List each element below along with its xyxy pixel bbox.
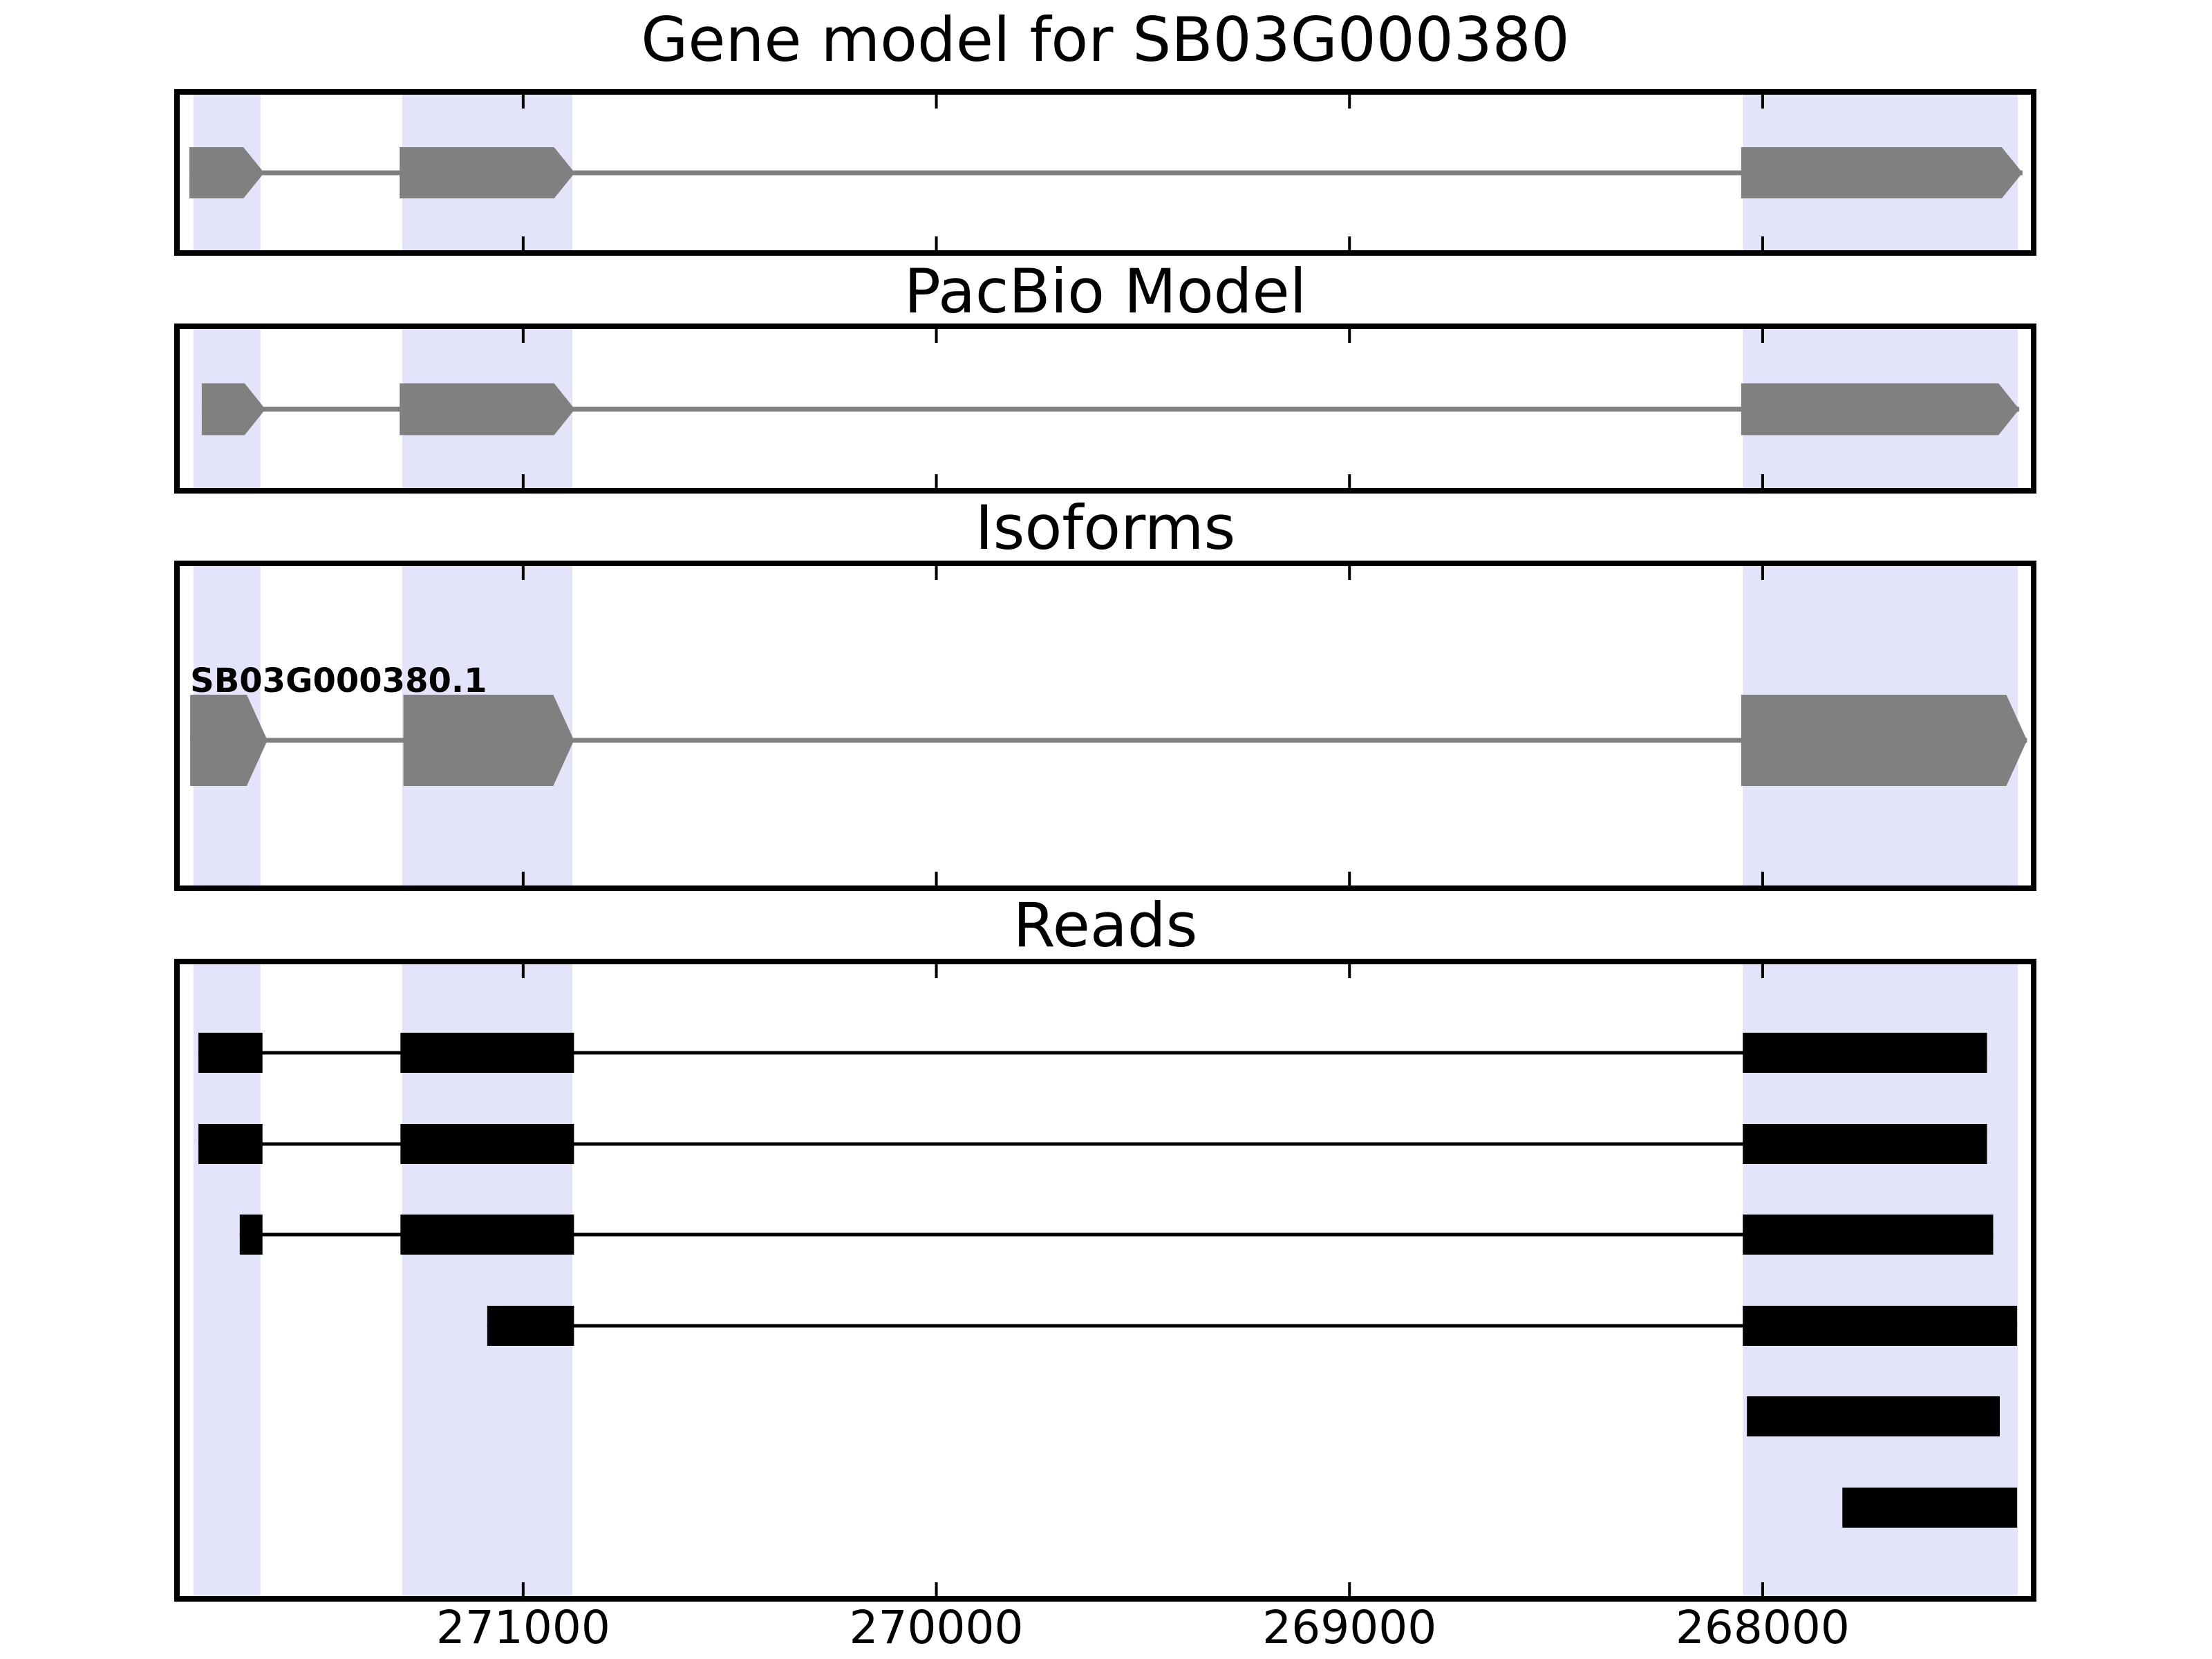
exon-arrow [400,147,575,198]
x-tick-label: 270000 [849,1601,1024,1654]
read-exon [198,1033,263,1073]
exon-arrow [190,695,268,786]
panel-pacbio-model [174,324,2036,494]
x-tick-label: 268000 [1675,1601,1850,1654]
read-exon [239,1215,263,1255]
exon-arrow [189,147,265,198]
panel-title-gene-model: Gene model for SB03G000380 [641,4,1570,75]
x-tick-label: 269000 [1262,1601,1437,1654]
exon-arrow [201,383,265,435]
exon-arrow [1741,383,2020,435]
read-exon [1743,1033,1987,1073]
read-exon [400,1124,574,1164]
exon-arrow [403,695,574,786]
panel-gene-model-for-sb03g000380 [174,89,2036,256]
read-exon [1743,1124,1987,1164]
read-exon [1743,1306,2018,1346]
read-exon [1747,1396,2000,1436]
panel-title-pacbio-model: PacBio Model [903,256,1307,327]
read-exon [1743,1215,1994,1255]
read-exon [198,1124,263,1164]
panel-plot-area: SB03G000380.1 [190,566,2027,885]
read-exon [400,1033,574,1073]
panel-title-isoforms: Isoforms [975,492,1236,563]
exon-arrow [1741,695,2027,786]
isoform-label: SB03G000380.1 [190,662,487,700]
panel-reads [174,959,2036,1602]
panel-plot-area [193,329,2020,488]
read-exon [400,1215,574,1255]
exon-arrow [400,383,575,435]
panel-isoforms: SB03G000380.1 [174,561,2036,891]
panel-plot-area [189,95,2023,250]
panel-plot-area [193,964,2018,1596]
exon-arrow [1741,147,2023,198]
read-exon [1842,1488,2018,1528]
read-exon [487,1306,574,1346]
panel-title-reads: Reads [1013,890,1198,961]
x-tick-label: 271000 [435,1601,610,1654]
